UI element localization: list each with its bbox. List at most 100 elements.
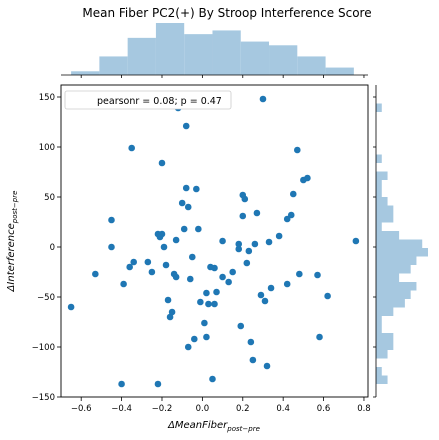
chart-title: Mean Fiber PC2(+) By Stroop Interference… — [82, 6, 371, 20]
y-hist-bar — [376, 333, 394, 342]
legend-text: pearsonr = 0.08; p = 0.47 — [97, 96, 222, 107]
data-point — [275, 232, 283, 240]
data-point — [180, 225, 188, 233]
y-hist-bar — [376, 265, 411, 274]
y-axis-label-main: ΔInterference — [6, 223, 17, 292]
y-hist-bar — [376, 248, 428, 257]
x-hist-bar — [71, 71, 100, 75]
data-point — [148, 268, 156, 276]
data-point — [108, 243, 115, 251]
y-hist-bar — [376, 367, 382, 376]
y-hist-bar — [376, 188, 382, 197]
data-point — [245, 247, 253, 255]
y-hist-bar — [376, 375, 388, 384]
y-marginal-histogram — [373, 85, 428, 398]
x-tick-label: 0.0 — [196, 404, 210, 414]
data-point — [257, 291, 265, 299]
data-point — [67, 303, 75, 311]
scatter-points — [67, 95, 360, 388]
y-hist-bar — [376, 180, 382, 189]
data-point — [283, 215, 291, 223]
data-point — [120, 280, 127, 288]
data-point — [188, 253, 196, 261]
x-hist-bar — [212, 30, 241, 75]
data-point — [158, 230, 166, 238]
data-point — [118, 380, 125, 388]
x-tick-label: 0.4 — [276, 404, 290, 414]
data-point — [316, 333, 323, 341]
data-point — [184, 203, 192, 211]
y-hist-bar — [376, 282, 417, 291]
x-axis-ticks: −0.6 −0.4 −0.2 0.0 0.2 0.4 0.6 0.8 — [71, 397, 371, 414]
y-hist-bar — [376, 273, 400, 282]
y-tick-label: −100 — [32, 343, 55, 353]
data-point — [209, 375, 216, 383]
x-hist-bar — [269, 45, 298, 75]
data-point — [237, 322, 245, 330]
y-axis-label-sub: post−pre — [11, 191, 19, 225]
data-point — [162, 261, 170, 269]
data-point — [166, 313, 174, 321]
y-tick-label: −150 — [32, 393, 55, 403]
data-point — [92, 270, 99, 278]
data-point — [213, 288, 220, 296]
x-axis-label: ΔMeanFiberpost−pre — [167, 420, 260, 433]
data-point — [108, 216, 115, 224]
data-point — [314, 271, 321, 279]
y-hist-bar — [376, 103, 382, 112]
y-tick-label: −50 — [37, 293, 55, 303]
x-hist-bar — [99, 56, 128, 75]
data-point — [304, 174, 311, 182]
data-point — [203, 333, 210, 341]
data-point — [154, 380, 162, 388]
data-point — [172, 273, 180, 281]
y-hist-bar — [376, 350, 388, 359]
y-hist-bar — [376, 197, 388, 206]
data-point — [259, 95, 267, 103]
data-point — [193, 185, 200, 193]
y-tick-label: 100 — [39, 143, 55, 153]
x-hist-bar — [240, 41, 270, 75]
data-point — [126, 263, 133, 271]
data-point — [253, 209, 261, 217]
data-point — [235, 240, 243, 248]
data-point — [247, 338, 255, 346]
legend-box — [64, 90, 232, 110]
y-hist-bar — [376, 324, 382, 333]
y-hist-bar — [376, 231, 400, 240]
y-hist-bar — [376, 290, 411, 299]
y-hist-bar — [376, 299, 405, 308]
y-hist-bar — [376, 154, 382, 163]
data-point — [229, 268, 236, 276]
data-point — [249, 356, 257, 364]
data-point — [205, 300, 212, 308]
y-hist-bar — [376, 222, 382, 231]
data-point — [263, 362, 271, 370]
y-hist-bar — [376, 214, 394, 223]
data-point — [195, 225, 202, 233]
data-point — [178, 199, 186, 207]
y-hist-bar — [376, 171, 388, 180]
x-tick-label: −0.6 — [71, 404, 92, 414]
data-point — [261, 297, 269, 305]
data-point — [239, 212, 247, 220]
data-point — [265, 238, 273, 246]
y-hist-bar — [376, 316, 382, 325]
data-point — [128, 144, 135, 152]
data-point — [243, 259, 251, 267]
y-hist-bar — [376, 205, 394, 214]
x-hist-bar — [184, 34, 213, 75]
plot-frame — [60, 84, 369, 398]
x-hist-bar — [155, 23, 185, 75]
data-point — [219, 237, 226, 245]
y-tick-label: 150 — [39, 93, 55, 103]
data-point — [211, 264, 218, 272]
data-point — [296, 270, 303, 278]
x-axis-label-main: ΔMeanFiber — [167, 420, 228, 431]
y-tick-label: 0 — [50, 243, 55, 253]
x-marginal-histogram — [61, 23, 368, 78]
y-hist-bar — [376, 307, 394, 316]
data-point — [201, 319, 208, 327]
y-axis-ticks: −150 −100 −50 0 50 100 150 — [32, 93, 61, 403]
data-point — [130, 258, 138, 266]
